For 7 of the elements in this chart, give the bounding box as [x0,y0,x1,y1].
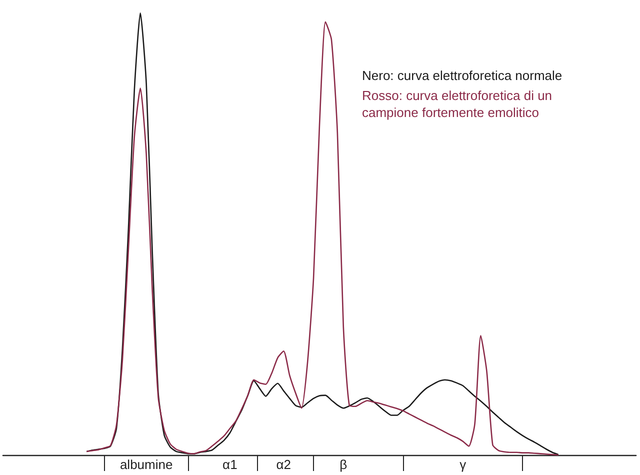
text: Nero: curva elettroforetica normale [362,68,562,83]
x-tick-label: β [340,457,348,472]
x-tick-label: albumine [120,457,173,472]
series-label: Rosso: curva elettroforetica di un campione fortemente emolitico [362,88,556,120]
x-tick-label: γ [460,457,467,472]
x-tick-label: α2 [276,457,292,472]
x-tick-label: α1 [222,457,238,472]
